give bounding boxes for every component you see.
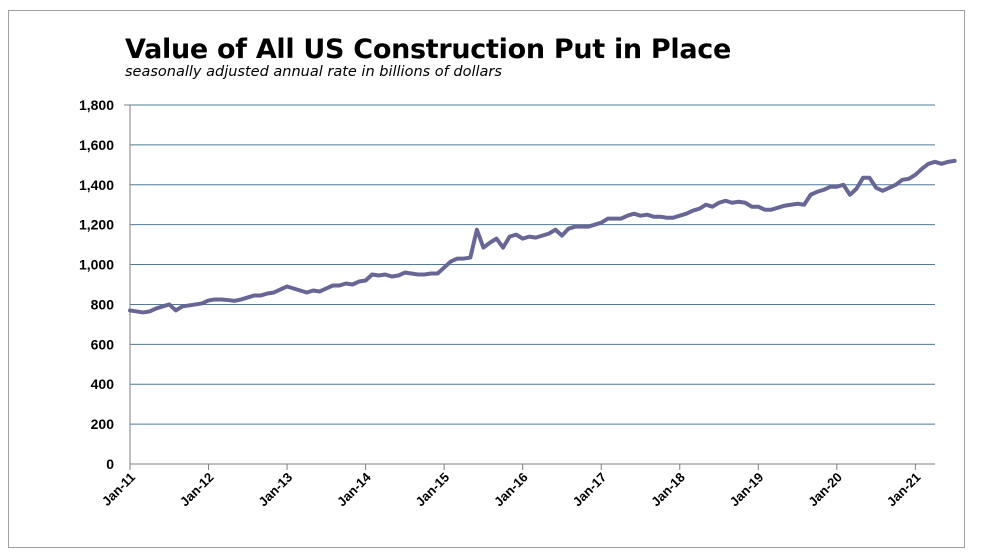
x-tick-label: Jan-18 <box>648 470 688 510</box>
chart-title: Value of All US Construction Put in Plac… <box>125 34 732 65</box>
x-tick-label: Jan-16 <box>491 470 531 510</box>
series-line <box>128 158 957 315</box>
y-tick-label: 600 <box>91 336 115 352</box>
x-tick-label: Jan-15 <box>413 470 453 510</box>
y-tick-label: 1,200 <box>79 217 114 233</box>
x-tick-label: Jan-11 <box>99 470 138 509</box>
y-tick-label: 1,800 <box>79 97 114 113</box>
x-tick-label: Jan-21 <box>884 470 924 510</box>
y-tick-label: 1,600 <box>79 137 114 153</box>
y-tick-label: 1,000 <box>79 257 114 273</box>
x-tick-label: Jan-17 <box>570 470 610 510</box>
y-tick-label: 400 <box>91 376 115 392</box>
y-tick-label: 800 <box>91 296 115 312</box>
x-tick-label: Jan-20 <box>805 470 845 510</box>
x-tick-label: Jan-19 <box>727 470 767 510</box>
x-tick-label: Jan-12 <box>177 470 217 510</box>
y-tick-label: 0 <box>106 456 114 472</box>
x-tick-label: Jan-13 <box>255 470 295 510</box>
y-tick-label: 200 <box>91 416 115 432</box>
chart-frame <box>8 10 965 548</box>
y-tick-label: 1,400 <box>79 177 114 193</box>
chart-subtitle: seasonally adjusted annual rate in billi… <box>125 64 502 80</box>
x-tick-label: Jan-14 <box>334 469 374 509</box>
